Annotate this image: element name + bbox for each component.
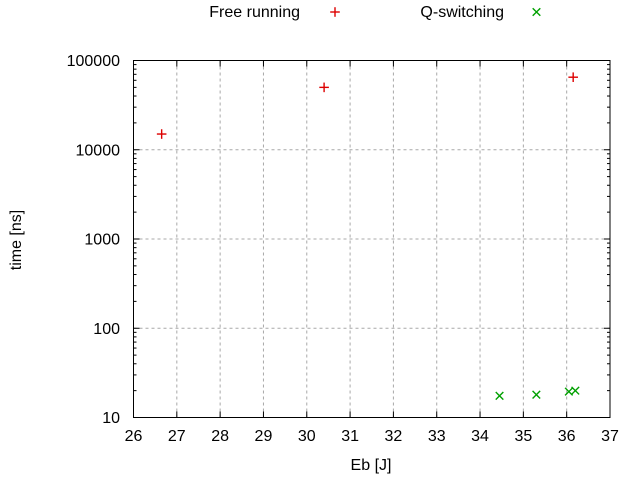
data-point-q-switching [571,386,580,395]
cross-icon [495,391,504,401]
x-tick-label: 34 [471,428,489,445]
legend-label-q-switching: Q-switching [420,4,504,21]
cross-icon [532,390,541,400]
x-tick-label: 29 [255,428,273,445]
x-tick-label: 35 [514,428,532,445]
cross-icon [532,7,541,17]
cross-icon [564,387,574,396]
legend-marker-free-running-icon [330,7,340,17]
tick-labels: 26 27 28 29 30 31 32 33 34 35 36 37 10 100 1000 10000 10… [67,53,619,445]
x-tick-label: 32 [385,428,403,445]
x-tick-label: 26 [125,428,143,445]
x-tick-label: 31 [341,428,359,445]
x-axis-title: Eb [J] [351,457,392,474]
cross-icon [571,386,580,395]
data-point-free-running [319,82,329,93]
legend: Free running Q-switching [209,4,541,21]
x-tick-label: 37 [601,428,619,445]
y-tick-label: 1000 [84,232,120,249]
grid-lines [133,60,610,418]
x-tick-label: 27 [168,428,186,445]
data-point-q-switching [532,390,541,400]
y-tick-label: 10000 [76,142,121,159]
data-point-free-running [156,129,167,139]
legend-marker-q-switching-icon [532,7,541,17]
x-tick-label: 36 [558,428,576,445]
y-tick-label: 100 [93,321,120,338]
x-tick-label: 33 [428,428,446,445]
data-point-q-switching [495,391,504,401]
axis-ticks [133,60,611,418]
legend-sample [330,7,340,17]
y-tick-label: 100000 [67,53,120,70]
data-point-free-running [568,72,578,82]
legend-sample [532,7,541,17]
x-tick-label: 28 [211,428,229,445]
x-tick-label: 30 [298,428,316,445]
legend-label-free-running: Free running [209,4,300,21]
plot-border [133,60,611,418]
y-axis-title: time [ns] [8,210,25,270]
data-points [156,72,580,401]
y-tick-label: 10 [102,410,120,427]
